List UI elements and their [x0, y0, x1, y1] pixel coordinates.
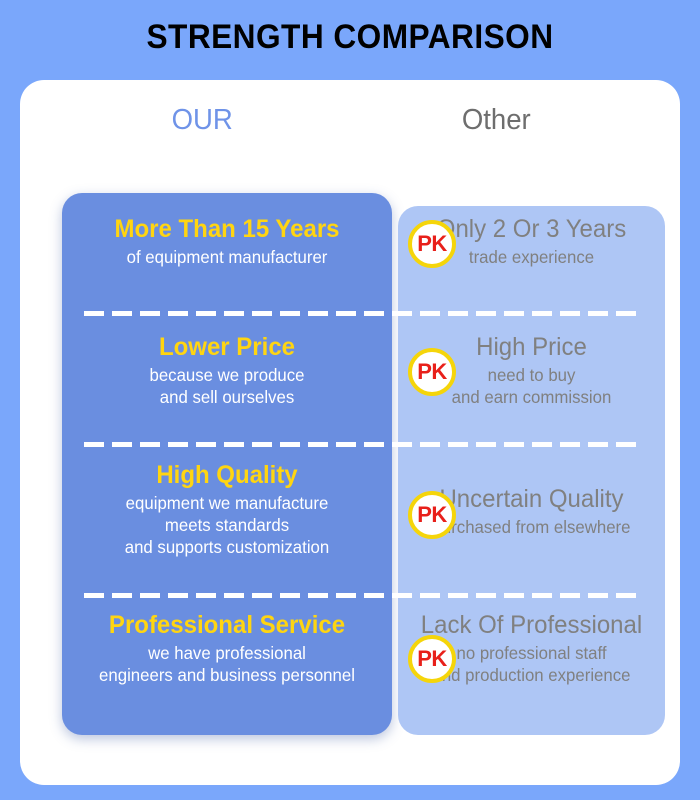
row-our-line: because we produce	[149, 365, 305, 385]
row-our-line: equipment we manufacture	[125, 493, 329, 513]
page-title: STRENGTH COMPARISON	[146, 18, 554, 56]
row-our-line: of equipment manufacturer	[126, 247, 328, 267]
pk-badge-label: PK	[417, 502, 447, 527]
row-divider	[84, 442, 644, 447]
row-other-line: and earn commission	[451, 386, 612, 407]
pk-badge: PK	[408, 635, 456, 683]
row-other-headline: Lack Of Professional	[420, 611, 643, 639]
row-other-content: Only 2 Or 3 Years trade experience	[398, 215, 665, 269]
row-our-line: engineers and business personnel	[99, 664, 355, 685]
row-other-headline: Uncertain Quality	[439, 485, 624, 513]
row-our-line: and sell ourselves	[159, 386, 295, 407]
row-our-headline: More Than 15 Years	[114, 215, 340, 243]
column-header-our: OUR	[171, 104, 233, 136]
pk-badge-label: PK	[417, 646, 447, 671]
row-our-headline: Lower Price	[158, 333, 296, 361]
row-other-headline: High Price	[476, 333, 587, 361]
row-our-line: meets standards	[164, 514, 290, 535]
row-our-headline: High Quality	[156, 461, 298, 489]
row-our-line: and supports customization	[124, 536, 330, 557]
row-other-content: High Price need to buy and earn commissi…	[398, 333, 665, 409]
row-other-line: and production experience	[432, 664, 631, 685]
row-divider	[84, 593, 644, 598]
row-our-content: More Than 15 Years of equipment manufact…	[62, 215, 392, 269]
pk-badge-label: PK	[417, 359, 447, 384]
row-other-line: no professional staff	[456, 643, 607, 663]
row-divider	[84, 311, 644, 316]
comparison-card: OUR Other More Than 15 Years of equipmen…	[20, 80, 680, 785]
row-other-content: Uncertain Quality purchased from elsewhe…	[398, 461, 665, 539]
row-other-content: Lack Of Professional no professional sta…	[398, 611, 665, 687]
column-headers: OUR Other	[20, 104, 680, 154]
comparison-body: More Than 15 Years of equipment manufact…	[62, 193, 665, 738]
row-our-content: Lower Price because we produce and sell …	[62, 333, 392, 409]
row-our-content: High Quality equipment we manufacture me…	[62, 461, 392, 559]
comparison-rows: More Than 15 Years of equipment manufact…	[62, 193, 665, 738]
row-our-line: we have professional	[148, 643, 306, 663]
row-other-line: purchased from elsewhere	[432, 517, 631, 537]
row-other-line: need to buy	[487, 365, 576, 385]
our-panel	[62, 193, 392, 735]
row-our-headline: Professional Service	[108, 611, 346, 639]
pk-badge: PK	[408, 491, 456, 539]
pk-badge-label: PK	[417, 231, 447, 256]
pk-badge: PK	[408, 348, 456, 396]
column-header-other: Other	[461, 104, 531, 136]
row-other-line: trade experience	[468, 247, 595, 267]
row-our-content: Professional Service we have professiona…	[62, 611, 392, 687]
pk-badge: PK	[408, 220, 456, 268]
row-other-headline: Only 2 Or 3 Years	[436, 215, 627, 243]
